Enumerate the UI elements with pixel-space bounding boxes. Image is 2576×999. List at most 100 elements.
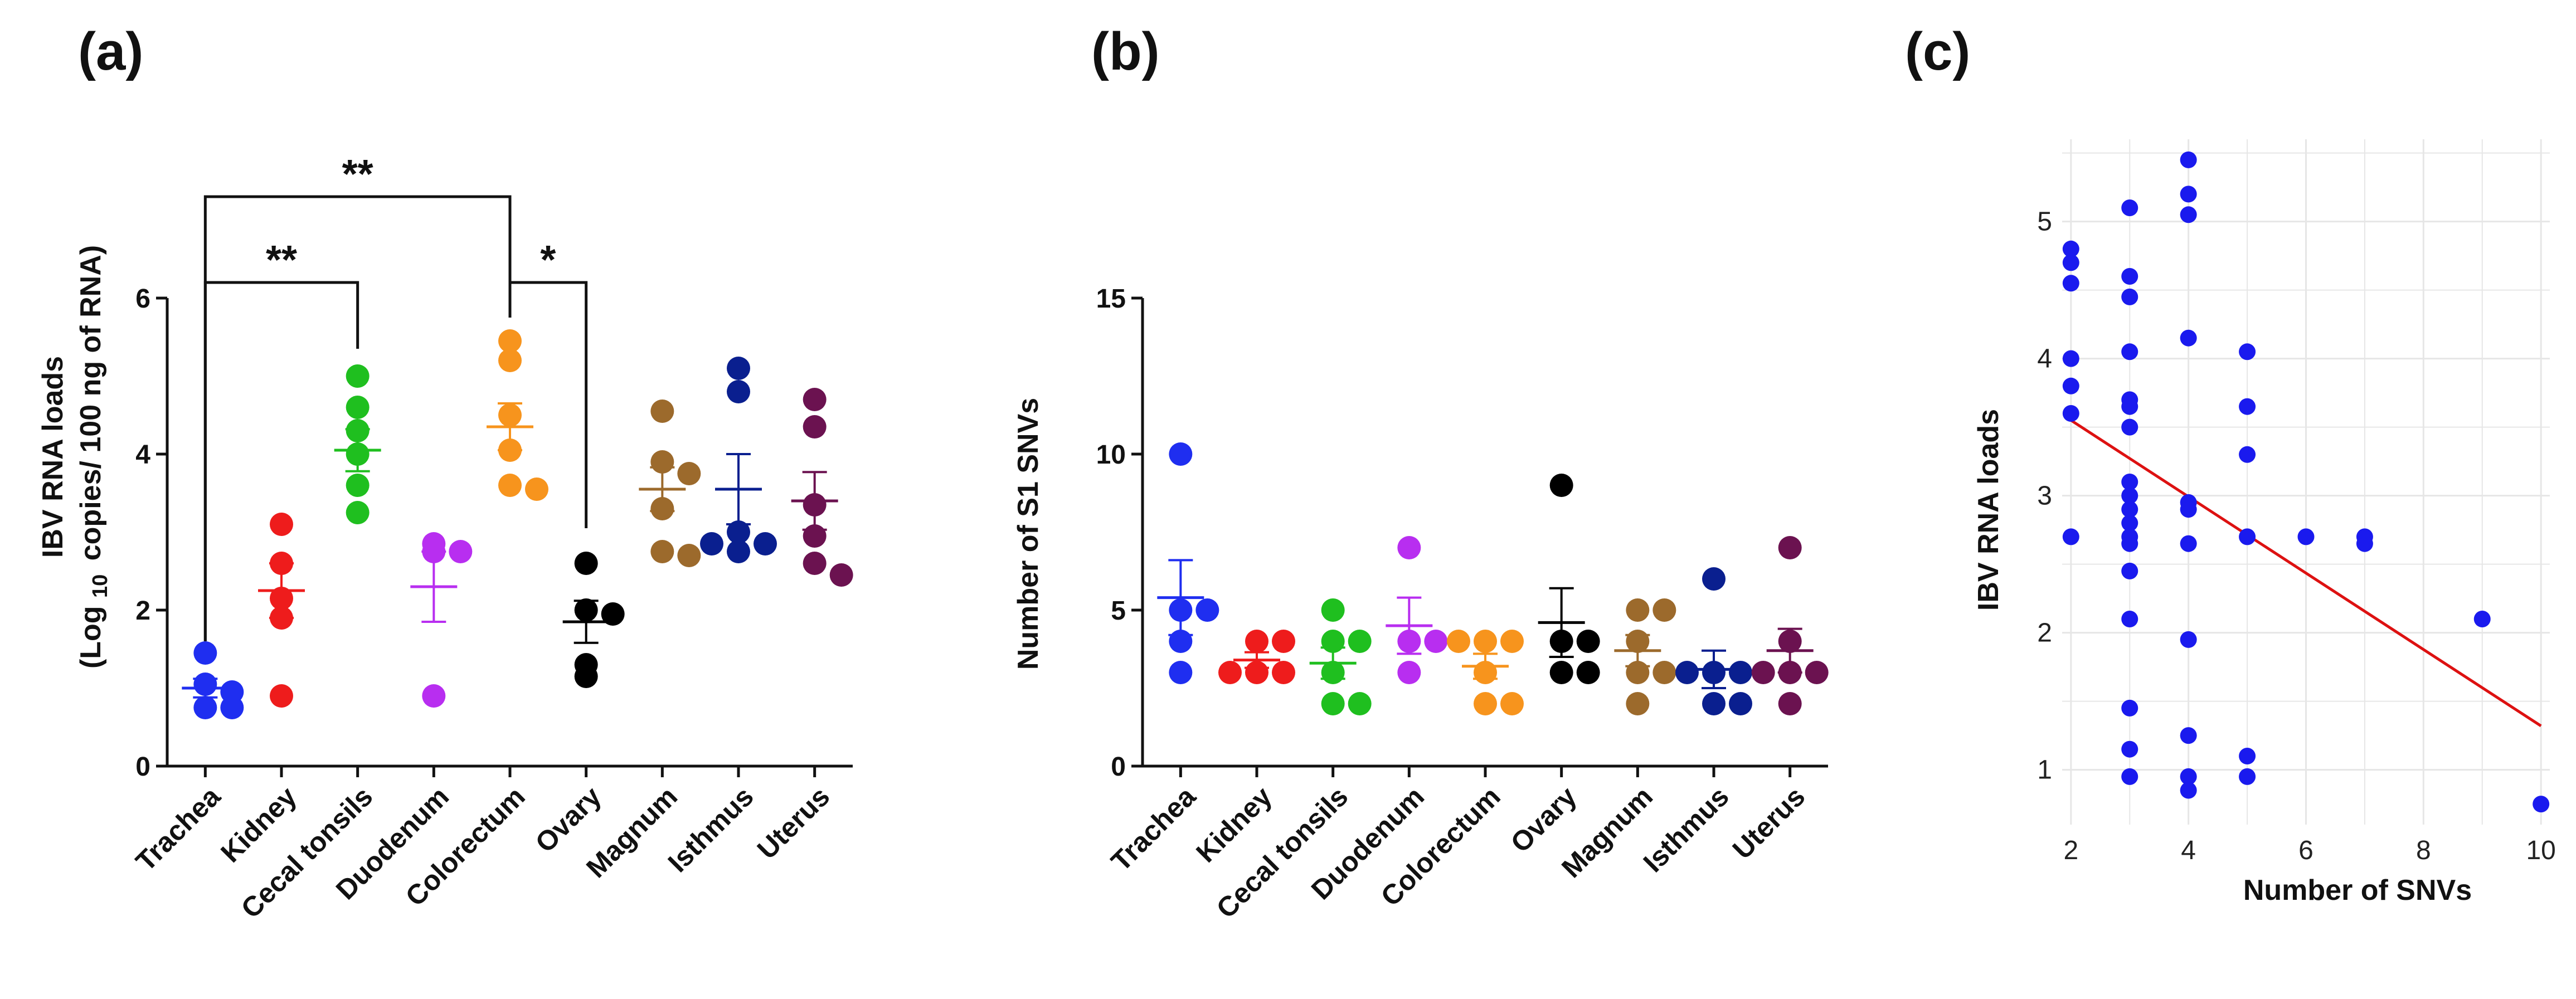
data-point (1474, 630, 1497, 653)
data-point (270, 606, 293, 630)
bracket-line (508, 281, 588, 528)
data-point (1397, 661, 1421, 684)
panel-b-y-tick-label: 0 (1111, 752, 1126, 782)
panel-a-category-label-cecal-tonsils: Cecal tonsils (235, 781, 379, 924)
data-point (346, 474, 370, 497)
data-point (650, 450, 674, 474)
data-point (1729, 661, 1752, 684)
data-point (2239, 343, 2256, 360)
data-point (1549, 661, 1573, 684)
panel-b: (b) Number of S1 SNVs 051015TracheaKidne… (1012, 22, 1829, 924)
data-point (574, 598, 598, 622)
data-point (1576, 661, 1600, 684)
data-point (1397, 630, 1421, 653)
data-point (1321, 661, 1345, 684)
data-point (2121, 768, 2138, 785)
data-point (498, 329, 522, 353)
data-point (1576, 630, 1600, 653)
panel-a-series-magnum (639, 399, 701, 567)
data-point (1321, 630, 1345, 653)
data-point (1348, 630, 1372, 653)
panel-a-category-label-trachea: Trachea (130, 780, 227, 877)
regression-line (2070, 419, 2542, 727)
data-point (346, 396, 370, 419)
data-point (1778, 661, 1802, 684)
data-point (2239, 748, 2256, 764)
data-point (2239, 768, 2256, 785)
data-point (2239, 446, 2256, 463)
panel-a-y-tick-label: 6 (135, 284, 150, 314)
panel-b-series-duodenum (1386, 536, 1448, 684)
panel-c-y-tick-label: 2 (2037, 618, 2052, 648)
panel-a-ylabel-line1: IBV RNA loads (37, 356, 69, 558)
panel-c-marks (2062, 151, 2550, 813)
data-point (1424, 630, 1448, 653)
data-point (574, 665, 598, 688)
data-point (1626, 692, 1650, 715)
panel-b-series-ovary (1538, 474, 1600, 684)
data-point (1751, 661, 1775, 684)
data-point (2121, 562, 2138, 579)
data-point (1675, 661, 1699, 684)
significance-label: ** (342, 152, 373, 197)
panel-c-ylabel: IBV RNA loads (1972, 409, 2005, 611)
data-point (1474, 692, 1497, 715)
data-point (803, 415, 827, 438)
data-point (2180, 151, 2197, 168)
data-point (2121, 501, 2138, 518)
data-point (1702, 661, 1726, 684)
panel-a-ylabel-suffix: copies/ 100 ng of RNA) (75, 245, 107, 561)
data-point (2180, 329, 2197, 347)
panel-a-series-colorectum (487, 329, 548, 501)
panel-a-series-isthmus (700, 357, 777, 563)
panel-b-y-tick-label: 5 (1111, 596, 1126, 626)
data-point (803, 493, 827, 516)
panel-b-y-tick-label: 15 (1096, 284, 1126, 314)
panel-a-category-label-uterus: Uterus (751, 781, 836, 865)
panel-a-series-cecal-tonsils (334, 364, 381, 524)
data-point (1549, 474, 1573, 497)
data-point (2180, 535, 2197, 552)
data-point (1321, 598, 1345, 622)
data-point (220, 696, 244, 719)
panel-b-marks (1157, 442, 1829, 715)
data-point (498, 474, 522, 497)
panel-a-category-label-isthmus: Isthmus (662, 781, 760, 878)
panel-a-series-kidney (258, 513, 305, 708)
data-point (601, 602, 625, 626)
data-point (2180, 768, 2197, 785)
data-point (1348, 692, 1372, 715)
data-point (2062, 377, 2079, 394)
data-point (754, 532, 777, 555)
data-point (1245, 630, 1268, 653)
panel-a-significance-bracket: * (508, 238, 588, 528)
data-point (1652, 661, 1676, 684)
data-point (2180, 782, 2197, 799)
panel-b-series-colorectum (1447, 630, 1524, 715)
data-point (2180, 186, 2197, 203)
data-point (2239, 398, 2256, 415)
data-point (700, 532, 723, 555)
bracket-line (203, 281, 359, 641)
panel-b-category-label-uterus: Uterus (1727, 781, 1811, 865)
data-point (650, 497, 674, 520)
data-point (2473, 611, 2491, 627)
panel-c-xlabel: Number of SNVs (2243, 874, 2472, 907)
data-point (1245, 661, 1268, 684)
panel-a: (a) IBV RNA loads (Log 10 copies/ 100 ng… (37, 22, 853, 924)
panel-c-x-tick-label: 6 (2298, 836, 2313, 865)
significance-label: ** (266, 238, 297, 282)
data-point (2180, 727, 2197, 744)
data-point (2062, 240, 2079, 257)
panel-a-series-duodenum (410, 532, 473, 708)
data-point (1272, 630, 1295, 653)
data-point (727, 380, 750, 403)
data-point (727, 357, 750, 380)
data-point (1500, 692, 1524, 715)
data-point (270, 684, 293, 708)
data-point (2297, 528, 2315, 545)
data-point (1218, 661, 1242, 684)
data-point (2180, 206, 2197, 223)
panel-a-series-ovary (562, 552, 625, 688)
